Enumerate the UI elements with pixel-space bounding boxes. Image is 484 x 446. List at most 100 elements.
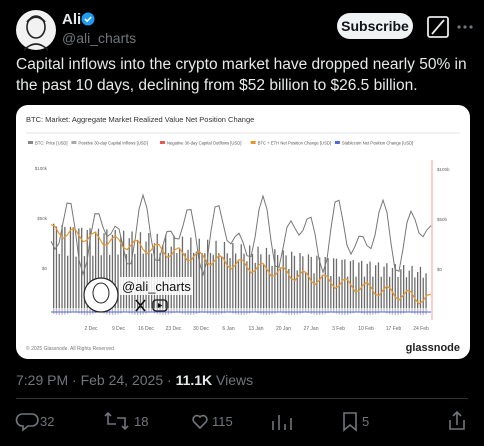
image-bar [246, 308, 248, 315]
image-bar [285, 308, 287, 315]
image-bar [296, 308, 298, 315]
image-bar [246, 261, 248, 308]
image-bar [369, 261, 371, 308]
like-icon[interactable] [192, 414, 208, 430]
share-icon[interactable] [449, 410, 465, 430]
image-bar [372, 308, 374, 315]
grok-icon[interactable] [427, 16, 449, 38]
image-bar [55, 308, 58, 315]
image-bar [223, 308, 226, 314]
tweet-meta: 7:29 PM · Feb 24, 2025 · 11.1K Views [16, 372, 253, 388]
image-bar [293, 308, 296, 315]
image-bar [397, 308, 399, 315]
image-bar [307, 308, 310, 314]
image-bar [313, 273, 315, 308]
author-handle[interactable]: @ali_charts [62, 30, 137, 46]
image-bar [123, 230, 125, 308]
image-bar [394, 264, 396, 308]
image-bar [86, 229, 88, 308]
image-bar [237, 259, 240, 308]
image-bar [184, 308, 186, 315]
chart-title: BTC: Market: Aggregate Market Realized V… [26, 115, 254, 124]
image-bar [201, 252, 203, 308]
image-bar [338, 276, 340, 308]
image-bar [425, 308, 427, 315]
image-bar [254, 308, 256, 313]
image-bar [414, 277, 416, 308]
image-bar [319, 308, 321, 315]
image-bar [92, 308, 94, 315]
repost-icon[interactable] [104, 411, 129, 431]
image-bar [263, 264, 265, 308]
image-bar [274, 308, 276, 314]
image-bar [193, 252, 195, 308]
bookmark-icon[interactable] [343, 412, 357, 432]
avatar[interactable] [16, 10, 56, 50]
image-bar [120, 308, 122, 314]
subscribe-button[interactable]: Subscribe [337, 13, 413, 39]
image-bar [263, 308, 265, 315]
x-tick-label: 27 Jan [303, 326, 318, 332]
legend-label: Negative 30-day Capital Outflows [USD] [167, 141, 241, 146]
image-bar [117, 308, 119, 315]
date[interactable]: Feb 24, 2025 [80, 372, 164, 388]
x-tick-label: 17 Feb [386, 326, 402, 332]
x-tick-label: 23 Dec [166, 326, 182, 332]
image-bar [190, 308, 192, 315]
watermark-handle: @ali_charts [122, 279, 191, 294]
brand: glassnode [406, 342, 460, 354]
image-bar [235, 253, 237, 308]
image-bar [279, 267, 282, 308]
image-bar [212, 254, 214, 308]
image-bar [207, 239, 209, 308]
image-bar [75, 256, 77, 308]
image-bar [204, 253, 206, 308]
image-line [50, 224, 432, 305]
image-bar [204, 308, 206, 313]
image-bar [400, 269, 402, 308]
image-bar [347, 276, 349, 308]
image-bar [226, 253, 228, 308]
image-bar [321, 308, 324, 315]
image-bar [417, 271, 419, 308]
views-icon[interactable] [272, 415, 292, 430]
image-bar [221, 308, 223, 315]
image-bar [260, 254, 262, 308]
image-bar [109, 308, 111, 315]
image-bar [165, 308, 167, 315]
image-bar [377, 308, 380, 314]
reply-icon[interactable] [15, 413, 39, 432]
image-bar [215, 308, 217, 315]
image-bar [330, 308, 332, 313]
image-bar [372, 276, 374, 308]
author-name[interactable]: Ali [62, 11, 82, 28]
image-bar [72, 227, 74, 308]
image-bar [83, 308, 86, 315]
image-bar [422, 277, 424, 308]
y-tick-label: $100k [35, 166, 48, 171]
image-bar [344, 308, 346, 315]
image-bar [156, 233, 158, 308]
image-bar [397, 277, 399, 308]
image-bar [327, 308, 329, 314]
image-bar [282, 250, 284, 308]
image-bar [363, 276, 366, 308]
image-bar [53, 308, 55, 314]
image-bar [422, 308, 424, 315]
image-bar [179, 308, 181, 314]
more-button[interactable] [457, 25, 473, 29]
attached-image[interactable]: BTC: Market: Aggregate Market Realized V… [16, 105, 470, 359]
image-bar [218, 253, 220, 308]
x-tick-label: 24 Feb [413, 326, 429, 332]
copyright: © 2025 Glassnode. All Rights Reserved. [26, 345, 115, 352]
image-bar [403, 264, 405, 308]
time[interactable]: 7:29 PM [16, 372, 69, 388]
image-bar [369, 308, 371, 315]
image-bar [366, 263, 368, 308]
image-bar [170, 308, 172, 314]
legend-swatch [71, 141, 77, 144]
image-bar [61, 308, 63, 315]
legend-label: BTC: Price [USD] [35, 141, 68, 146]
image-bar [391, 308, 394, 315]
image-bar [176, 308, 178, 313]
